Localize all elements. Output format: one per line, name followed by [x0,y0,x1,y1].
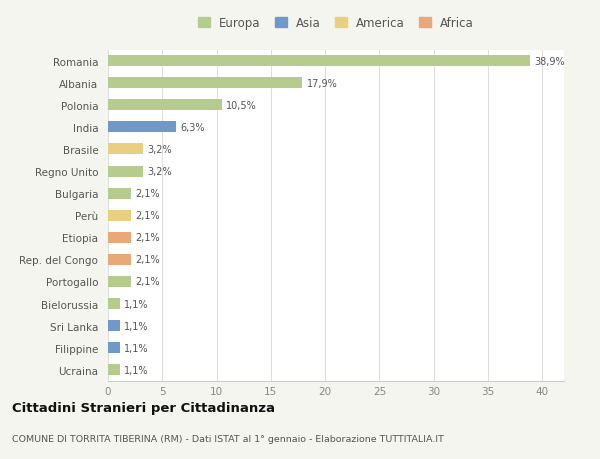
Text: COMUNE DI TORRITA TIBERINA (RM) - Dati ISTAT al 1° gennaio - Elaborazione TUTTIT: COMUNE DI TORRITA TIBERINA (RM) - Dati I… [12,434,444,442]
Bar [108,56,530,67]
Text: 2,1%: 2,1% [135,233,160,243]
Text: 10,5%: 10,5% [226,101,257,111]
Bar [108,78,302,89]
Text: Cittadini Stranieri per Cittadinanza: Cittadini Stranieri per Cittadinanza [12,401,275,414]
Bar [108,210,131,221]
Text: 3,2%: 3,2% [147,145,172,155]
Bar [108,342,120,353]
Text: 1,1%: 1,1% [124,299,149,309]
Bar [108,298,120,309]
Text: 2,1%: 2,1% [135,277,160,287]
Bar [108,188,131,199]
Bar [108,320,120,331]
Text: 2,1%: 2,1% [135,211,160,221]
Text: 2,1%: 2,1% [135,255,160,265]
Bar [108,166,143,177]
Text: 38,9%: 38,9% [535,56,565,67]
Text: 6,3%: 6,3% [181,123,205,133]
Text: 1,1%: 1,1% [124,343,149,353]
Bar [108,144,143,155]
Bar [108,122,176,133]
Bar [108,276,131,287]
Text: 17,9%: 17,9% [307,78,337,89]
Text: 1,1%: 1,1% [124,321,149,331]
Bar [108,364,120,375]
Text: 1,1%: 1,1% [124,365,149,375]
Bar [108,254,131,265]
Bar [108,100,222,111]
Legend: Europa, Asia, America, Africa: Europa, Asia, America, Africa [194,13,478,34]
Text: 2,1%: 2,1% [135,189,160,199]
Text: 3,2%: 3,2% [147,167,172,177]
Bar [108,232,131,243]
